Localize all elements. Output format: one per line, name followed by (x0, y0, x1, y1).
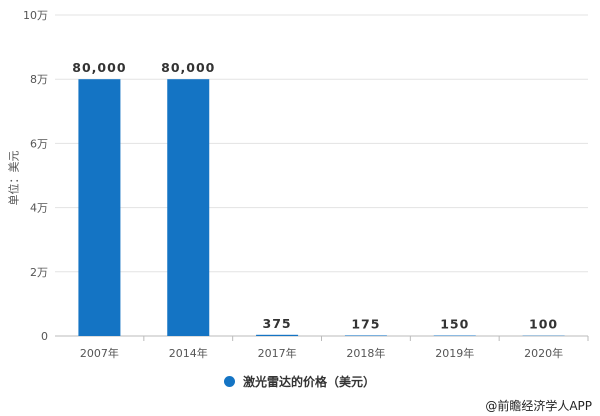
bar (344, 335, 387, 336)
y-tick-label: 2万 (30, 266, 48, 279)
x-tick-label: 2007年 (80, 346, 119, 360)
data-label: 100 (529, 317, 558, 332)
x-tick-label: 2020年 (524, 346, 563, 360)
y-tick-label: 10万 (23, 9, 48, 22)
data-label: 80,000 (161, 60, 215, 75)
bar (167, 79, 210, 336)
bar (78, 79, 121, 336)
y-tick-label: 4万 (30, 202, 48, 215)
y-axis-label: 单位：美元 (7, 150, 21, 206)
data-label: 80,000 (72, 60, 126, 75)
x-tick-label: 2017年 (258, 346, 297, 360)
x-tick-label: 2014年 (169, 346, 208, 360)
y-tick-label: 8万 (30, 73, 48, 86)
legend-marker (224, 376, 235, 387)
x-tick-label: 2019年 (435, 346, 474, 360)
data-label: 150 (440, 317, 469, 332)
y-tick-label: 0 (41, 330, 48, 343)
legend-label: 激光雷达的价格（美元） (243, 375, 376, 389)
source-credit: @前瞻经济学人APP (485, 399, 592, 413)
data-label: 375 (263, 316, 292, 331)
legend[interactable]: 激光雷达的价格（美元） (224, 373, 375, 390)
bar (256, 334, 299, 336)
y-tick-label: 6万 (30, 137, 48, 150)
x-tick-label: 2018年 (346, 346, 385, 360)
data-label: 175 (351, 316, 380, 331)
